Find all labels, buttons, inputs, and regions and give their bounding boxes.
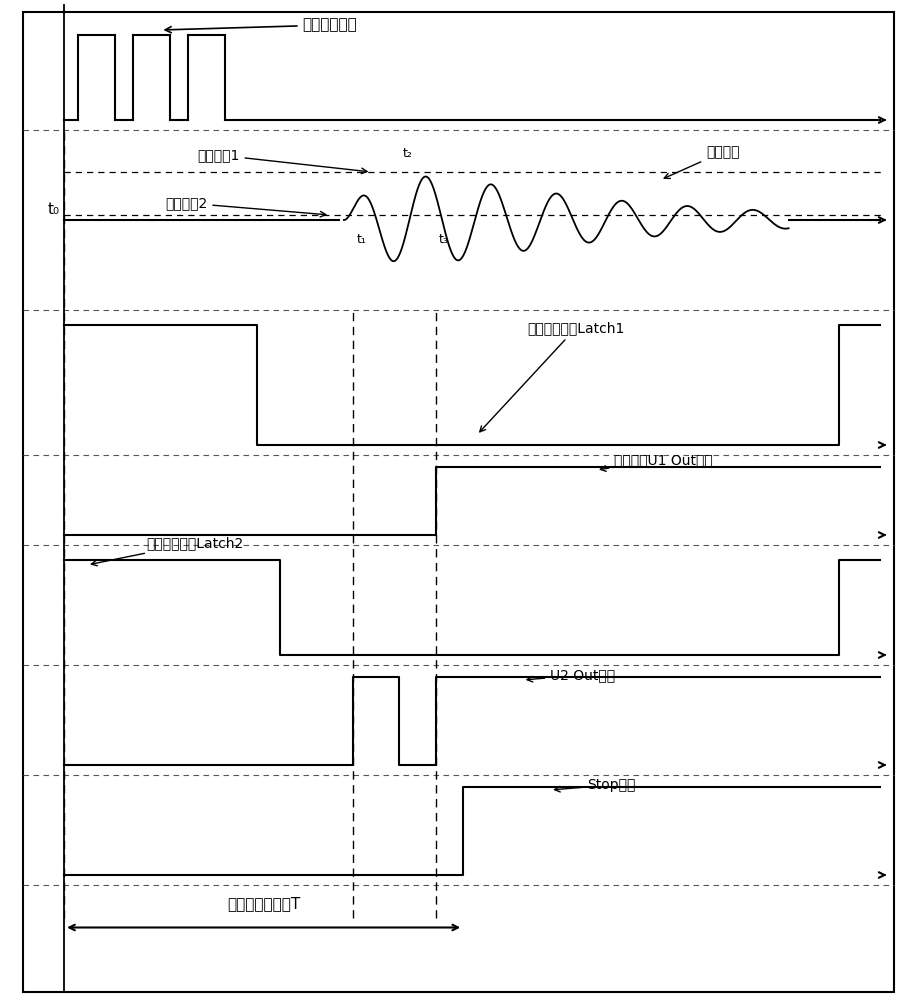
- Text: 发射激励脉冲: 发射激励脉冲: [165, 17, 358, 33]
- Text: t₁: t₁: [357, 233, 367, 246]
- Text: 检测阈值1: 检测阈值1: [197, 148, 367, 174]
- Text: t₂: t₂: [403, 147, 413, 160]
- Text: 检测阈值2: 检测阈值2: [165, 196, 326, 217]
- Text: 外部控制信号Latch2: 外部控制信号Latch2: [92, 536, 244, 566]
- Text: Stop输出: Stop输出: [555, 778, 635, 792]
- Text: 经锁存的U1 Out信号: 经锁存的U1 Out信号: [601, 453, 713, 471]
- Text: 超声波传播时间T: 超声波传播时间T: [227, 896, 300, 912]
- Text: t₀: t₀: [48, 202, 60, 218]
- Text: U2 Out信号: U2 Out信号: [527, 668, 615, 682]
- Text: t₃: t₃: [438, 233, 448, 246]
- Text: 外部控制信号Latch1: 外部控制信号Latch1: [480, 321, 624, 432]
- Text: 接收信号: 接收信号: [664, 145, 740, 178]
